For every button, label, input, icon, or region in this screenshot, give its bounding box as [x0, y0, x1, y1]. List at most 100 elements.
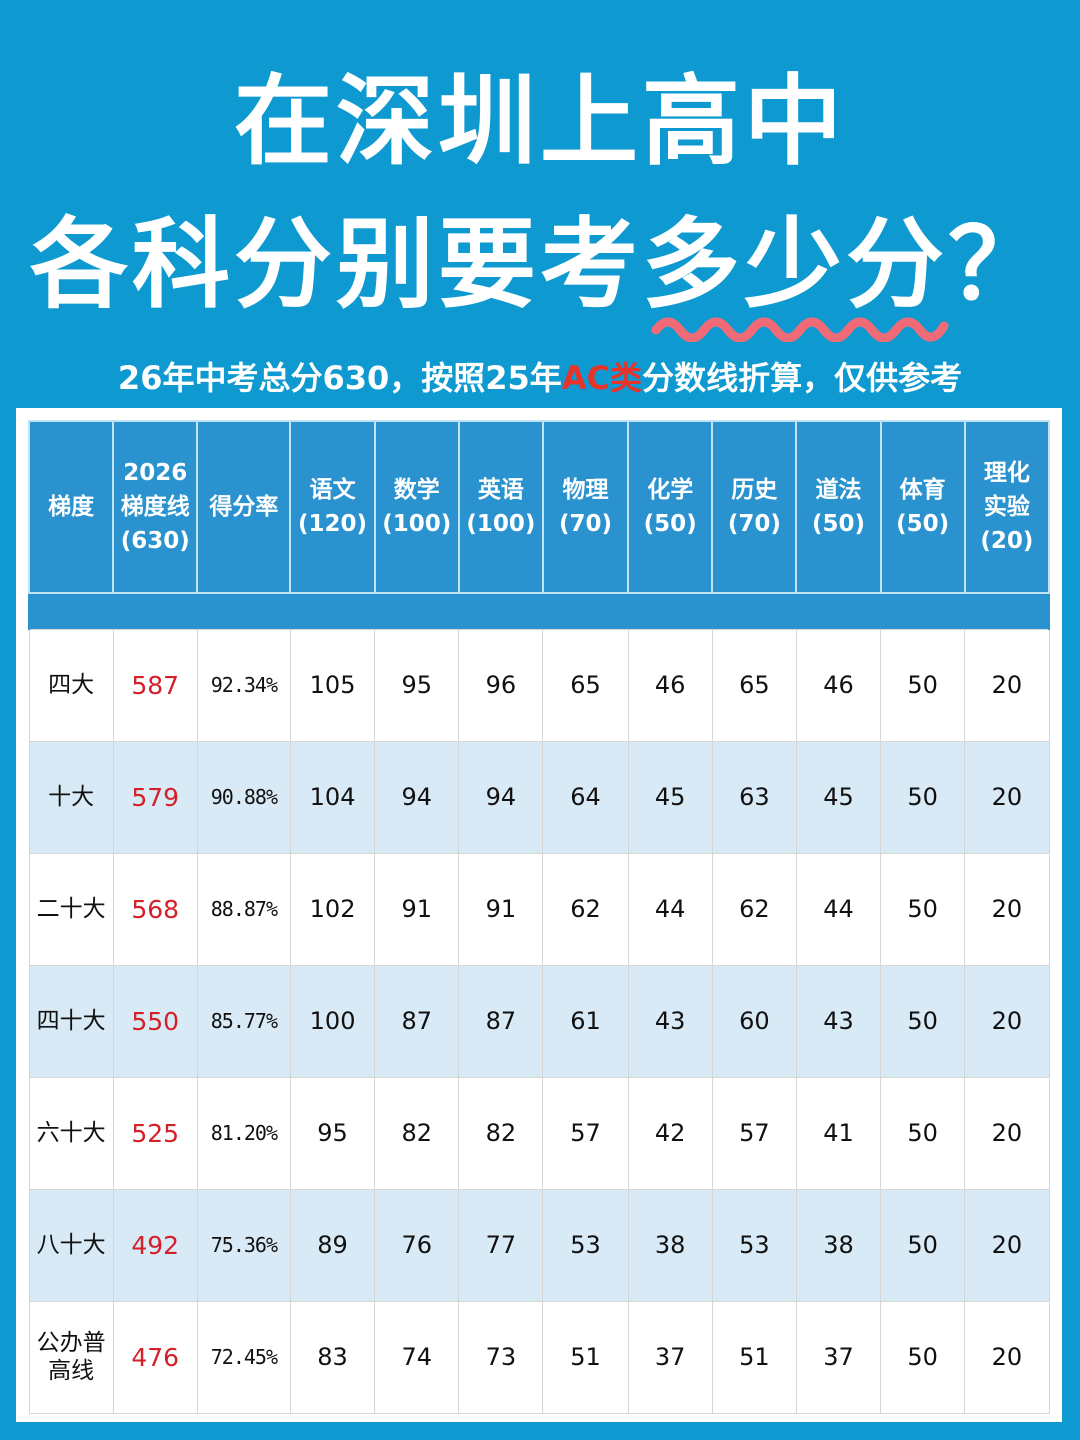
- column-header-text: (70): [727, 511, 781, 537]
- subject-score-cell: 94: [458, 740, 544, 854]
- cutoff-line-cell: 550: [112, 964, 198, 1078]
- score-rate-cell: 72.45%: [196, 1300, 291, 1414]
- subject-score-cell: 43: [627, 964, 713, 1078]
- subject-score-cell: 50: [880, 1076, 966, 1190]
- column-header: 历史 (70): [711, 420, 798, 594]
- subject-score-cell: 51: [711, 1300, 797, 1414]
- table-row: 六十大 525 81.20% 95 82 82 57 42 57 41 50 20: [28, 1076, 1050, 1190]
- subject-score-cell: 96: [458, 628, 544, 742]
- subject-score-cell: 20: [964, 740, 1050, 854]
- column-header-text: 物理: [562, 477, 609, 503]
- subtitle-prefix: 26年中考总分630，按照25年: [117, 359, 562, 397]
- subject-score-cell: 87: [374, 964, 460, 1078]
- cutoff-line-cell: 525: [112, 1076, 198, 1190]
- column-header: 物理 (70): [541, 420, 630, 594]
- title-prefix: 各科分别要考: [29, 208, 642, 322]
- subject-score-cell: 20: [964, 1188, 1050, 1302]
- subject-score-cell: 50: [880, 964, 966, 1078]
- subject-score-cell: 44: [795, 852, 882, 966]
- subject-score-cell: 95: [289, 1076, 376, 1190]
- column-header-text: 历史: [731, 477, 778, 503]
- subtitle: 26年中考总分630，按照25年AC类分数线折算，仅供参考: [0, 356, 1080, 400]
- tier-cell: 六十大: [28, 1076, 114, 1190]
- subject-score-cell: 45: [795, 740, 882, 854]
- subject-score-cell: 20: [964, 1300, 1050, 1414]
- cutoff-line-cell: 568: [112, 852, 198, 966]
- column-header-text: (50): [643, 511, 697, 537]
- column-header-text: (120): [298, 511, 368, 537]
- column-header-text: (50): [811, 511, 866, 537]
- column-header: 英语 (100): [457, 420, 544, 594]
- subject-score-cell: 83: [289, 1300, 376, 1414]
- subject-score-cell: 74: [374, 1300, 460, 1414]
- tier-cell: 八十大: [28, 1188, 114, 1302]
- subject-score-cell: 87: [458, 964, 544, 1078]
- page-title-line-2: 各科分别要考多少分？: [0, 205, 1080, 325]
- title-highlight: 多少分: [641, 208, 948, 322]
- subject-score-cell: 57: [542, 1076, 629, 1190]
- column-header-text: 体育: [899, 477, 946, 503]
- tier-cell: 四大: [28, 628, 114, 742]
- table-row: 二十大 568 88.87% 102 91 91 62 44 62 44 50 20: [28, 852, 1050, 966]
- column-header-text: 2026: [123, 460, 188, 486]
- subject-score-cell: 50: [880, 1188, 966, 1302]
- subject-score-cell: 91: [458, 852, 544, 966]
- score-rate-cell: 75.36%: [196, 1188, 291, 1302]
- score-rate-cell: 88.87%: [196, 852, 291, 966]
- score-table: 梯度 2026 梯度线 (630) 得分率 语文 (120) 数学 (100) 英语 (100) 物理…: [27, 420, 1051, 1414]
- subject-score-cell: 37: [795, 1300, 882, 1414]
- column-header-text: 数学: [393, 477, 440, 503]
- subject-score-cell: 38: [627, 1188, 713, 1302]
- subject-score-cell: 53: [542, 1188, 629, 1302]
- subject-score-cell: 50: [880, 740, 966, 854]
- subject-score-cell: 76: [374, 1188, 460, 1302]
- column-header: 理化实验 (20): [963, 420, 1051, 594]
- column-header: 体育 (50): [879, 420, 966, 594]
- subject-score-cell: 20: [964, 964, 1050, 1078]
- column-header-text: 道法: [815, 477, 862, 503]
- tier-cell: 二十大: [28, 852, 114, 966]
- column-header-text: 梯度: [48, 494, 95, 520]
- cutoff-line-cell: 579: [112, 740, 198, 854]
- subject-score-cell: 57: [711, 1076, 797, 1190]
- score-rate-cell: 92.34%: [196, 628, 291, 742]
- subject-score-cell: 94: [374, 740, 460, 854]
- subject-score-cell: 77: [458, 1188, 544, 1302]
- subject-score-cell: 44: [627, 852, 713, 966]
- column-header-text: (70): [559, 511, 613, 537]
- table-row: 公办普 高线 476 72.45% 83 74 73 51 37 51 37 50 20: [28, 1300, 1050, 1414]
- column-header-text: 实验: [983, 494, 1030, 520]
- subject-score-cell: 46: [627, 628, 713, 742]
- column-header-text: 英语: [477, 477, 524, 503]
- subject-score-cell: 38: [795, 1188, 882, 1302]
- table-row: 八十大 492 75.36% 89 76 77 53 38 53 38 50 20: [28, 1188, 1050, 1302]
- header-spacer: [28, 593, 1050, 629]
- column-header-text: (20): [980, 528, 1034, 554]
- subject-score-cell: 102: [289, 852, 376, 966]
- subject-score-cell: 65: [542, 628, 629, 742]
- score-rate-cell: 81.20%: [196, 1076, 291, 1190]
- subject-score-cell: 89: [289, 1188, 376, 1302]
- column-header: 得分率: [196, 420, 292, 594]
- subject-score-cell: 53: [711, 1188, 797, 1302]
- page-title-line-1: 在深圳上高中: [233, 65, 846, 179]
- subject-score-cell: 50: [880, 852, 966, 966]
- column-header: 2026 梯度线 (630): [112, 420, 199, 594]
- subject-score-cell: 63: [711, 740, 797, 854]
- subject-score-cell: 82: [374, 1076, 460, 1190]
- subject-score-cell: 37: [627, 1300, 713, 1414]
- subject-score-cell: 73: [458, 1300, 544, 1414]
- subject-score-cell: 50: [880, 1300, 966, 1414]
- score-rate-cell: 90.88%: [196, 740, 291, 854]
- column-header-text: 理化: [983, 460, 1030, 486]
- column-header-text: 梯度线: [120, 494, 190, 520]
- column-header: 语文 (120): [289, 420, 376, 594]
- table-row: 十大 579 90.88% 104 94 94 64 45 63 45 50 20: [28, 740, 1050, 854]
- subject-score-cell: 50: [880, 628, 966, 742]
- subject-score-cell: 62: [711, 852, 797, 966]
- subject-score-cell: 20: [964, 852, 1050, 966]
- subject-score-cell: 61: [542, 964, 629, 1078]
- score-rate-cell: 85.77%: [196, 964, 291, 1078]
- table-row: 四大 587 92.34% 105 95 96 65 46 65 46 50 20: [28, 628, 1050, 742]
- tier-cell: 四十大: [28, 964, 114, 1078]
